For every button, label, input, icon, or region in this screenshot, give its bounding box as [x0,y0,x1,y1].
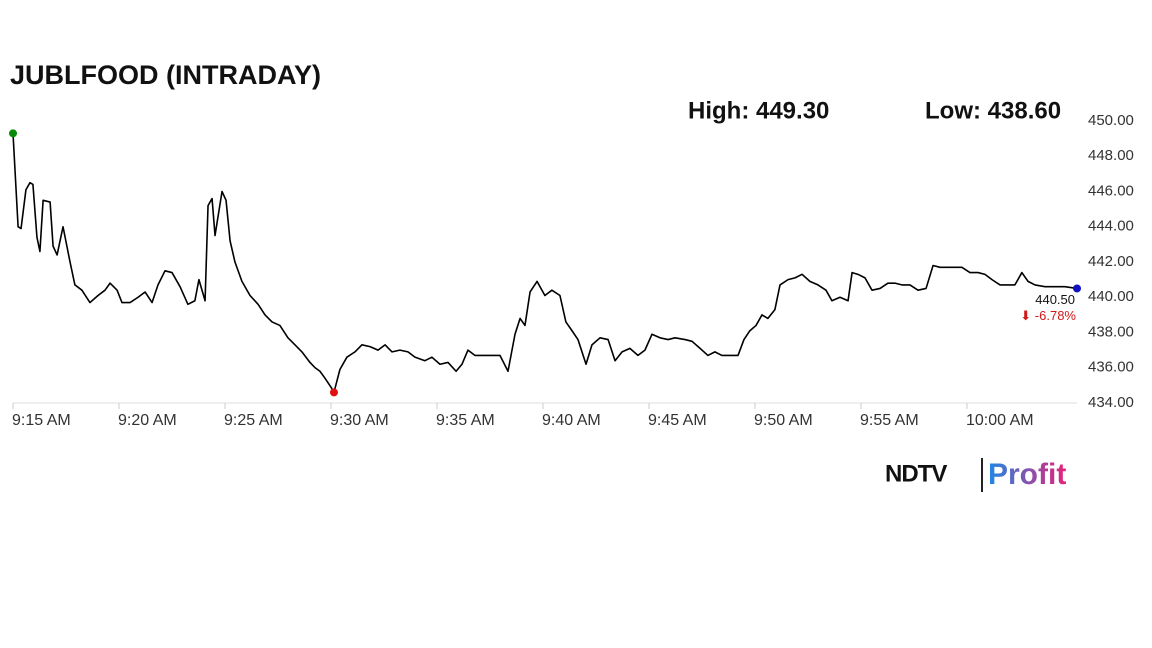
x-tick-label: 9:40 AM [542,412,601,429]
y-tick-label: 450.00 [1088,112,1134,129]
last-price-label: 440.50 [1035,292,1075,307]
low-label: Low: 438.60 [925,97,1061,124]
y-tick-label: 440.00 [1088,288,1134,305]
logo-ndtv: NDTV [885,460,947,487]
x-tick-label: 9:50 AM [754,412,813,429]
y-tick-label: 434.00 [1088,394,1134,411]
x-tick-label: 9:45 AM [648,412,707,429]
x-tick-label: 9:20 AM [118,412,177,429]
x-tick-label: 9:55 AM [860,412,919,429]
y-tick-label: 444.00 [1088,218,1134,235]
low-marker [329,388,338,397]
x-tick-label: 9:30 AM [330,412,389,429]
y-tick-label: 448.00 [1088,147,1134,164]
price-line [12,133,1078,394]
x-tick-label: 9:35 AM [436,412,495,429]
x-tick-label: 9:15 AM [12,412,71,429]
x-tick-label: 9:25 AM [224,412,283,429]
start-marker [9,129,17,138]
end-marker [1073,284,1081,293]
change-label: ⬇ -6.78% [1020,308,1076,323]
logo-profit: Profit [988,458,1066,491]
high-label: High: 449.30 [688,97,829,124]
y-tick-label: 446.00 [1088,182,1134,199]
y-tick-label: 436.00 [1088,359,1134,376]
y-tick-label: 442.00 [1088,253,1134,270]
x-tick-label: 10:00 AM [966,412,1034,429]
chart-title: JUBLFOOD (INTRADAY) [10,60,321,90]
y-tick-label: 438.00 [1088,323,1134,340]
